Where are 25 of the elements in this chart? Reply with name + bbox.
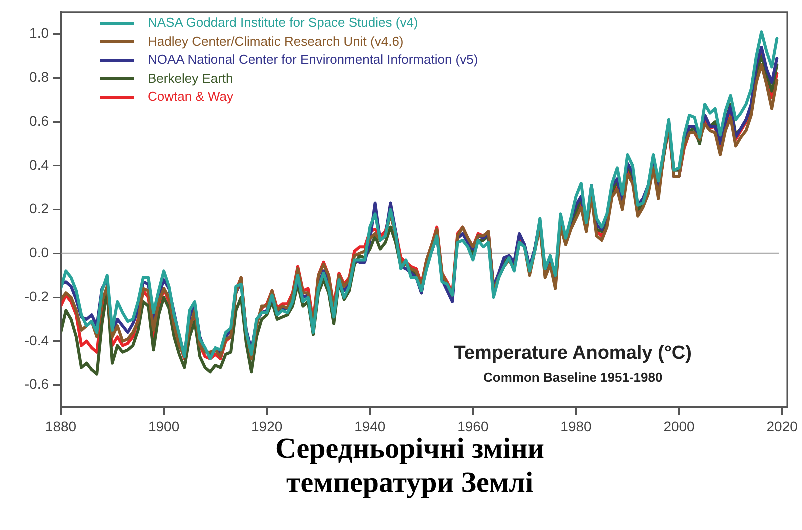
x-tick-label: 1960 — [458, 418, 489, 434]
text: Середньорічні зміни температури Землі — [275, 433, 545, 499]
annotation: Temperature Anomaly (°C) — [454, 343, 692, 365]
y-tick-label: 0.4 — [30, 156, 50, 173]
y-tick-label: -0.4 — [24, 332, 50, 348]
y-tick-label: 0.8 — [30, 69, 50, 86]
x-tick-label: 2020 — [766, 418, 798, 434]
x-tick-label: 1980 — [560, 418, 592, 434]
legend-label: Hadley Center/Climatic Research Unit (v4.6) — [148, 32, 404, 51]
x-tick-label: 2000 — [664, 418, 696, 434]
y-tick-label: 0.2 — [30, 200, 50, 217]
legend-label: Cowtan & Way — [148, 88, 234, 106]
x-tick-label: 1920 — [252, 418, 283, 434]
x-tick-label: 1900 — [148, 418, 180, 434]
x-tick-label: 1940 — [354, 418, 386, 434]
y-tick-label: -0.2 — [24, 288, 50, 304]
y-tick-label: 0.6 — [30, 112, 50, 129]
legend-label: NOAA National Center for Environmental Information (v5) — [148, 51, 478, 69]
x-tick-label: 1880 — [45, 418, 77, 434]
y-tick-label: -0.6 — [24, 376, 50, 392]
annotation: Common Baseline 1951-1980 — [482, 370, 664, 385]
legend-label: Berkeley Earth — [148, 70, 234, 88]
y-tick-label: 0.0 — [30, 244, 50, 261]
y-tick-label: 1.0 — [30, 25, 50, 42]
legend-label: NASA Goddard Institute for Space Studies (v4) — [148, 14, 418, 32]
